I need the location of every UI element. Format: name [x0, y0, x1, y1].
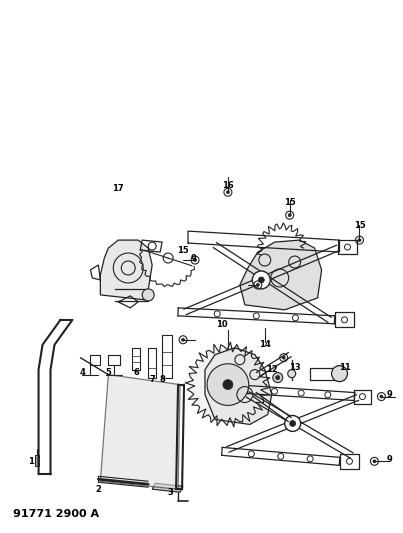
Text: 9: 9 — [190, 254, 196, 263]
Text: 4: 4 — [79, 368, 85, 377]
Circle shape — [273, 373, 283, 383]
Circle shape — [288, 214, 291, 217]
Circle shape — [256, 284, 259, 286]
Text: 5: 5 — [106, 368, 111, 377]
Circle shape — [373, 460, 376, 463]
Polygon shape — [35, 455, 39, 466]
Text: 15: 15 — [353, 221, 366, 230]
Circle shape — [258, 277, 264, 283]
Text: 7: 7 — [149, 375, 155, 384]
Circle shape — [226, 191, 229, 194]
Circle shape — [285, 416, 301, 431]
Text: 13: 13 — [289, 363, 301, 372]
Text: 15: 15 — [284, 198, 295, 207]
Text: 8: 8 — [159, 375, 165, 384]
Circle shape — [142, 289, 154, 301]
Circle shape — [207, 364, 249, 406]
Polygon shape — [240, 240, 322, 310]
Circle shape — [290, 421, 296, 426]
Circle shape — [193, 259, 197, 262]
Text: 16: 16 — [222, 181, 234, 190]
Text: 91771 2900 A: 91771 2900 A — [12, 509, 99, 519]
Circle shape — [288, 370, 296, 377]
Text: 17: 17 — [112, 184, 124, 193]
Text: 14: 14 — [259, 340, 271, 349]
Circle shape — [276, 376, 280, 379]
Text: 1: 1 — [28, 457, 33, 466]
Text: 3: 3 — [167, 488, 173, 497]
Circle shape — [252, 271, 270, 289]
Circle shape — [332, 366, 347, 382]
Text: 11: 11 — [339, 363, 350, 372]
Polygon shape — [205, 348, 272, 424]
Text: 10: 10 — [216, 320, 228, 329]
Text: 2: 2 — [96, 484, 101, 494]
Polygon shape — [100, 375, 180, 489]
Text: 6: 6 — [133, 368, 139, 377]
Circle shape — [282, 356, 285, 359]
Polygon shape — [100, 240, 152, 300]
Text: 15: 15 — [177, 246, 189, 255]
Text: 12: 12 — [266, 365, 278, 374]
Circle shape — [380, 395, 383, 398]
Text: 9: 9 — [386, 455, 392, 464]
Polygon shape — [185, 342, 270, 427]
Circle shape — [358, 239, 361, 241]
Circle shape — [182, 338, 185, 341]
Circle shape — [223, 379, 233, 390]
Text: 9: 9 — [386, 390, 392, 399]
Polygon shape — [152, 483, 183, 492]
